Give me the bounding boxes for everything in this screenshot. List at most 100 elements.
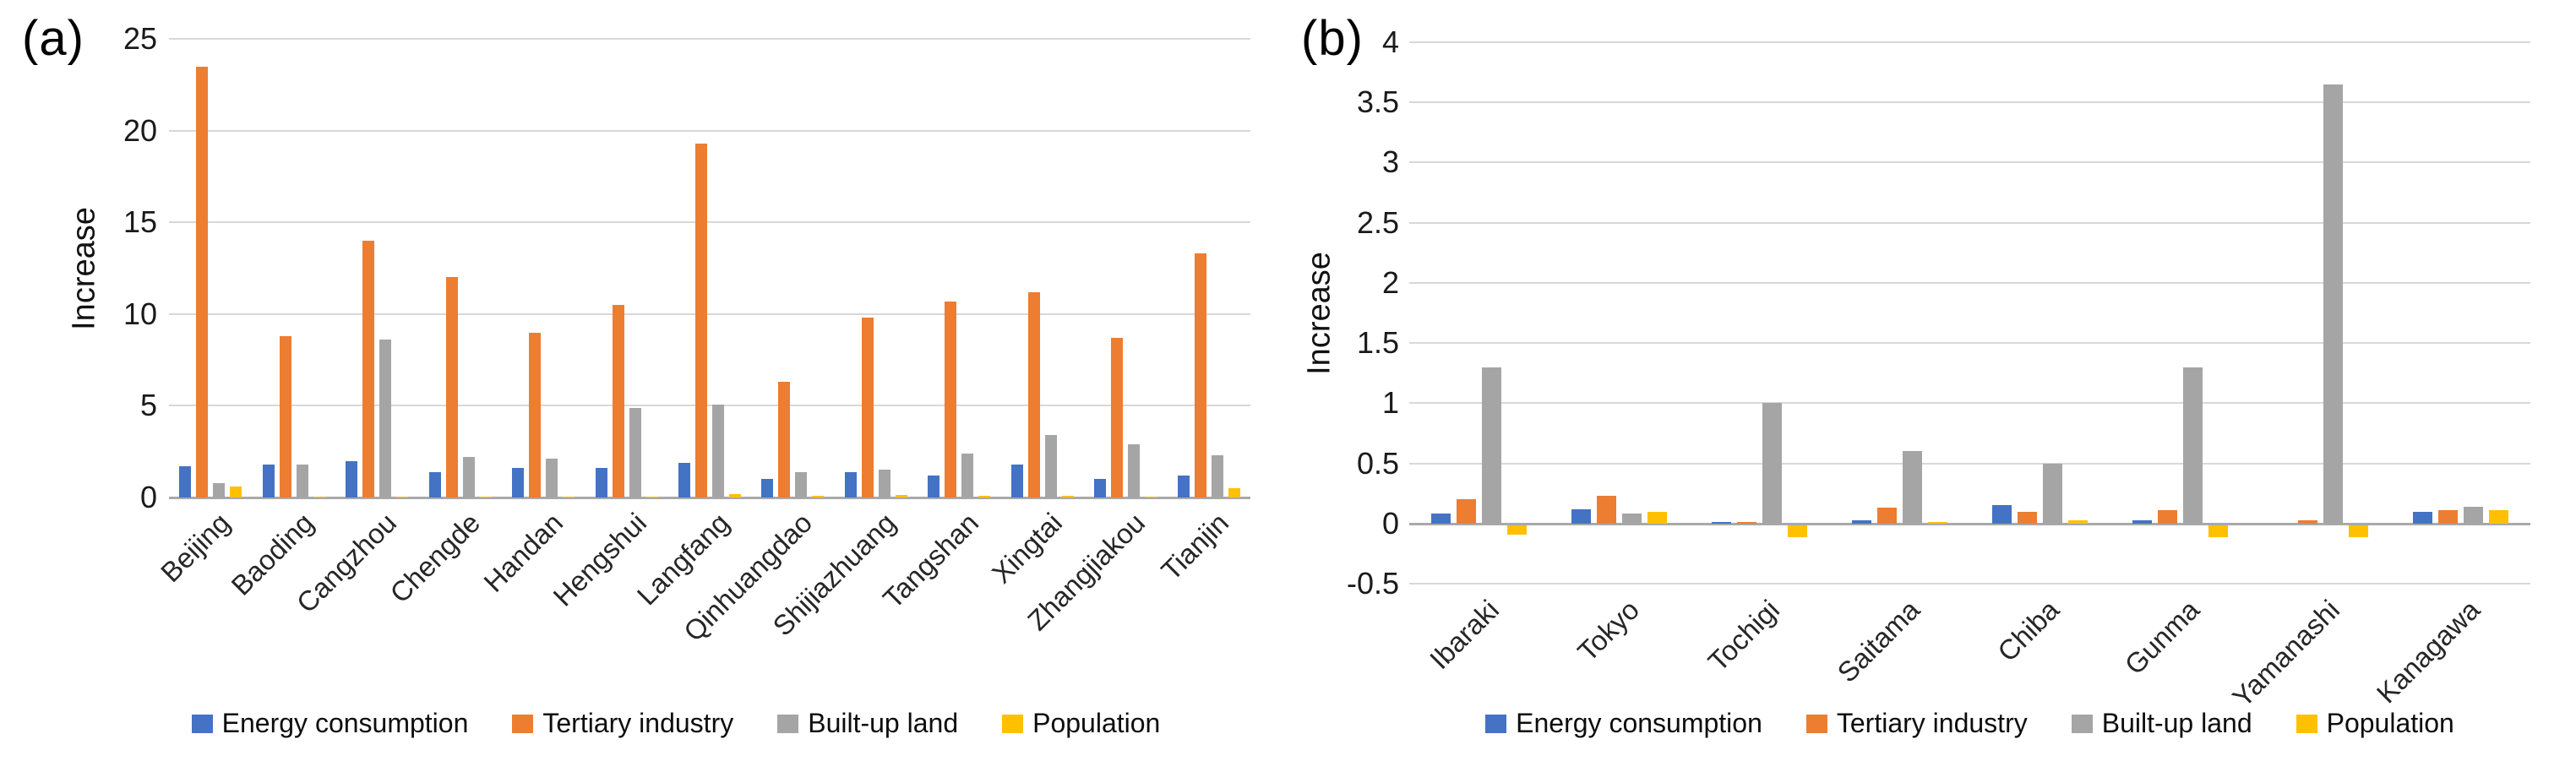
gridline (169, 38, 1250, 40)
legend-item: Population (2296, 708, 2454, 739)
bar-built-up-land (629, 407, 641, 497)
y-tick-label: 2 (1381, 264, 1399, 300)
bar-population (230, 486, 242, 497)
y-tick-label: 25 (123, 21, 157, 56)
bar-tertiary-industry (695, 143, 707, 497)
y-tick-label: 0 (1381, 505, 1399, 541)
bar-built-up-land (712, 405, 724, 497)
bar-energy-consumption (2412, 511, 2432, 524)
bar-built-up-land (1128, 444, 1141, 497)
bar-population (1228, 488, 1240, 497)
legend-label: Population (1032, 708, 1161, 738)
legend-swatch-icon (1485, 714, 1507, 733)
legend-swatch-icon (1805, 714, 1827, 733)
bar-energy-consumption (1712, 522, 1732, 524)
legend-label: Tertiary industry (542, 708, 734, 738)
bar-tertiary-industry (945, 301, 957, 497)
bar-tertiary-industry (1877, 508, 1898, 524)
bar-built-up-land (1622, 514, 1642, 524)
bar-tertiary-industry (1027, 291, 1040, 497)
bar-tertiary-industry (778, 382, 791, 497)
y-tick-label: 1 (1381, 385, 1399, 421)
bar-tertiary-industry (529, 332, 542, 497)
bar-energy-consumption (1431, 514, 1451, 524)
bar-energy-consumption (512, 468, 525, 497)
y-tick-label: 1.5 (1356, 325, 1399, 361)
legend-item: Energy consumption (191, 708, 469, 739)
bar-population (978, 496, 991, 497)
legend-label: Built-up land (808, 708, 959, 738)
gridline (169, 129, 1250, 132)
bar-tertiary-industry (196, 66, 209, 497)
gridline (169, 313, 1250, 315)
bar-tertiary-industry (1737, 522, 1757, 524)
bar-built-up-land (1762, 403, 1783, 524)
bar-energy-consumption (1991, 505, 2012, 524)
gridline (1409, 41, 2530, 43)
bar-energy-consumption (1177, 475, 1190, 497)
bar-population (895, 494, 907, 497)
legend-label: Energy consumption (1516, 708, 1762, 738)
bar-energy-consumption (428, 471, 441, 497)
bar-energy-consumption (2132, 519, 2152, 524)
bar-built-up-land (1044, 435, 1057, 497)
bar-tertiary-industry (445, 277, 458, 497)
legend-swatch-icon (2296, 714, 2317, 733)
gridline (1409, 281, 2530, 284)
bar-energy-consumption (346, 460, 358, 497)
bar-built-up-land (379, 340, 392, 497)
legend-item: Built-up land (2071, 708, 2252, 739)
panel-a-legend: Energy consumption Tertiary industry Built… (135, 708, 1217, 739)
gridline (169, 405, 1250, 407)
bar-energy-consumption (678, 462, 690, 497)
gridline (1409, 161, 2530, 164)
bar-energy-consumption (761, 479, 774, 497)
legend-swatch-icon (777, 714, 799, 733)
bar-built-up-land (1482, 367, 1502, 524)
bar-energy-consumption (1010, 464, 1023, 497)
gridline (1409, 342, 2530, 345)
bar-built-up-land (2463, 506, 2483, 524)
bar-energy-consumption (928, 475, 940, 497)
x-axis-line (169, 497, 1250, 499)
gridline (1409, 221, 2530, 224)
bar-tertiary-industry (279, 335, 291, 497)
bar-population (1061, 495, 1074, 497)
bar-population (2488, 510, 2508, 524)
bar-population (1647, 511, 1668, 524)
y-tick-label: 0 (139, 480, 157, 514)
bar-population (1788, 525, 1808, 537)
bar-population (729, 493, 741, 497)
bar-tertiary-industry (1194, 253, 1206, 497)
bar-tertiary-industry (2297, 519, 2317, 524)
bar-built-up-land (462, 457, 475, 497)
bar-population (2208, 525, 2228, 537)
y-tick-label: 3 (1381, 144, 1399, 180)
bar-built-up-land (546, 459, 558, 497)
gridline (1409, 462, 2530, 465)
panel-b-label: (b) (1301, 11, 1364, 66)
y-tick-label: 0.5 (1356, 445, 1399, 481)
y-tick-label: 4 (1381, 24, 1399, 59)
bar-built-up-land (1903, 451, 1923, 524)
bar-energy-consumption (1852, 519, 1872, 524)
legend-swatch-icon (1002, 714, 1024, 733)
legend-item: Built-up land (777, 708, 958, 739)
bar-tertiary-industry (861, 318, 874, 497)
bar-population (812, 495, 825, 497)
bar-built-up-land (2323, 84, 2343, 524)
legend-label: Energy consumption (221, 708, 469, 738)
bar-population (2348, 525, 2368, 537)
y-tick-label: 2.5 (1356, 204, 1399, 240)
y-tick-label: 20 (123, 112, 157, 148)
bar-tertiary-industry (362, 240, 375, 497)
bar-energy-consumption (1094, 479, 1107, 497)
legend-item: Tertiary industry (1805, 708, 2028, 739)
bar-energy-consumption (179, 466, 192, 497)
bar-tertiary-industry (2157, 510, 2177, 524)
bar-tertiary-industry (612, 304, 624, 497)
y-tick-label: 5 (139, 388, 157, 423)
bar-built-up-land (795, 471, 808, 497)
y-tick-label: 3.5 (1356, 84, 1399, 120)
